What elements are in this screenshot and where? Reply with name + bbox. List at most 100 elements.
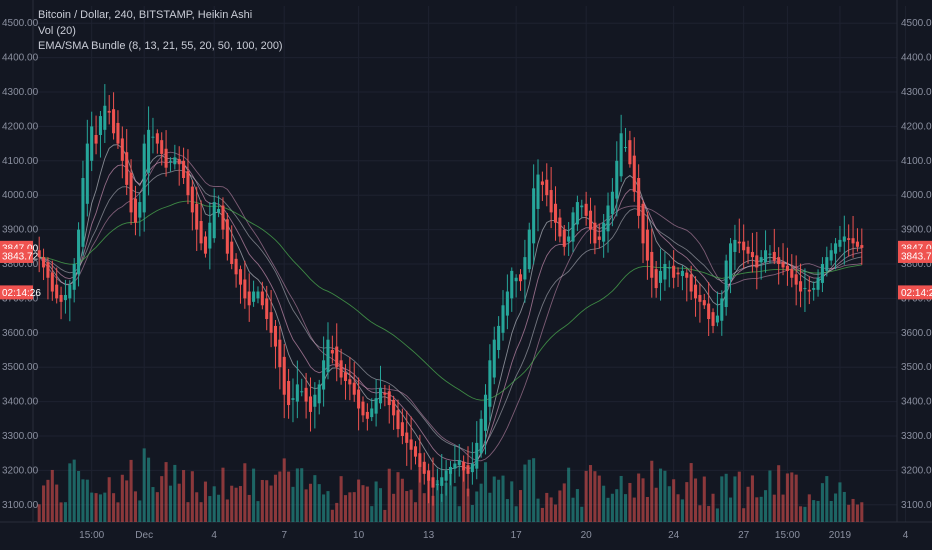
- candle-body: [457, 460, 461, 466]
- volume-bar: [702, 476, 706, 522]
- time-tick-label: 4: [903, 530, 909, 541]
- volume-bar: [357, 479, 361, 522]
- candle-body: [238, 269, 242, 285]
- symbol-title[interactable]: Bitcoin / Dollar, 240, BITSTAMP, Heikin …: [38, 9, 253, 21]
- volume-bar: [527, 459, 531, 522]
- candle-body: [483, 394, 488, 431]
- candle-body: [252, 291, 256, 302]
- volume-bar: [352, 492, 356, 522]
- candle-body: [672, 265, 676, 278]
- price-axis-left: 3100.00 3200.00 3300.00 3400.00 3500.00 3600.…: [2, 18, 39, 511]
- volume-bar: [422, 493, 426, 522]
- candle-body: [72, 264, 76, 290]
- candle-body: [707, 303, 711, 320]
- price-tick-label: 4400.00: [901, 53, 932, 64]
- candle-body: [142, 143, 146, 213]
- candle-body: [593, 222, 597, 244]
- volume-bar: [580, 506, 584, 522]
- volume-bar: [746, 486, 750, 522]
- candle-body: [510, 270, 514, 299]
- volume-bar: [860, 502, 864, 522]
- price-tag-right-bg: [898, 248, 932, 263]
- candle-body: [435, 484, 439, 486]
- candle-body: [59, 294, 63, 302]
- candle-body: [820, 264, 824, 283]
- candle-body: [724, 260, 728, 307]
- volume-bar: [816, 500, 820, 522]
- ma-line-3: [39, 169, 862, 454]
- candle-body: [225, 219, 229, 254]
- volume-indicator-label[interactable]: Vol (20): [38, 24, 76, 37]
- candle-body: [195, 203, 199, 230]
- time-axis[interactable]: 15:00 Dec 4 7 10 13 17 20 24 27 15:00 2019 4: [79, 530, 909, 541]
- candle-body: [602, 222, 606, 242]
- volume-bar: [343, 495, 348, 522]
- volume-bar: [164, 462, 168, 522]
- price-tick-label: 4500.00: [2, 18, 39, 29]
- candle-body: [103, 105, 107, 130]
- candle-body: [659, 270, 663, 283]
- volume-bar: [160, 476, 164, 522]
- price-tick-label: 3200.00: [2, 465, 39, 476]
- volume-bar: [195, 492, 199, 522]
- volume-bar: [68, 463, 72, 522]
- candle-body: [764, 250, 768, 263]
- price-tick-label: 3500.00: [901, 362, 932, 373]
- candle-body: [234, 258, 238, 275]
- volume-bar: [488, 492, 492, 522]
- candle-body: [151, 136, 155, 138]
- candle-body: [112, 109, 116, 134]
- price-tag-right-bg: [898, 285, 932, 300]
- candle-body: [615, 160, 619, 199]
- price-tag-right: 02:14:26: [901, 288, 932, 299]
- volume-bar: [606, 497, 610, 522]
- candle-body: [199, 221, 203, 244]
- price-tick-label: 3900.00: [2, 225, 39, 236]
- candle-body: [125, 152, 129, 185]
- volume-bar: [405, 491, 409, 522]
- candle-body: [304, 387, 308, 402]
- candle-body: [702, 300, 706, 306]
- candle-body: [365, 411, 369, 419]
- volume-bar: [750, 475, 754, 522]
- candle-body: [147, 129, 151, 173]
- price-axis-right[interactable]: 3100.00 3200.00 3300.00 3400.00 3500.00 3600.…: [901, 18, 932, 511]
- volume-bar: [42, 485, 46, 522]
- price-tag-right: 3847.00: [901, 243, 932, 254]
- volume-bar: [680, 499, 684, 522]
- volume-bar: [790, 472, 794, 522]
- volume-bar: [383, 509, 387, 522]
- volume-bar: [715, 508, 719, 522]
- candle-body: [55, 284, 59, 299]
- candle-body: [295, 384, 299, 402]
- volume-bar: [812, 500, 816, 522]
- volume-bar: [308, 483, 313, 522]
- candle-body: [829, 250, 833, 261]
- volume-bar: [777, 465, 781, 522]
- volume-bar: [637, 473, 641, 522]
- candle-body: [667, 267, 671, 269]
- candle-body: [527, 229, 531, 270]
- candle-body: [42, 257, 46, 268]
- price-tick-label: 4400.00: [2, 53, 39, 64]
- candle-body: [698, 294, 702, 302]
- volume-bar: [287, 471, 291, 522]
- volume-bar: [829, 500, 833, 522]
- candle-body: [567, 236, 571, 242]
- ma-line-4: [38, 151, 862, 462]
- ema-sma-indicator-label[interactable]: EMA/SMA Bundle (8, 13, 21, 55, 20, 50, 1…: [38, 40, 283, 52]
- volume-bar: [133, 491, 137, 522]
- volume-bar: [851, 498, 855, 522]
- candle-body: [632, 155, 636, 192]
- volume-bar: [545, 492, 549, 522]
- candle-body: [462, 461, 466, 471]
- candle-body: [545, 179, 549, 196]
- candle-body: [308, 396, 313, 412]
- volume-bar: [59, 502, 63, 522]
- candle-body: [177, 159, 181, 165]
- candle-body: [807, 289, 811, 292]
- volume-bar: [764, 490, 768, 522]
- volume-bar: [772, 494, 776, 522]
- candle-body: [431, 477, 435, 488]
